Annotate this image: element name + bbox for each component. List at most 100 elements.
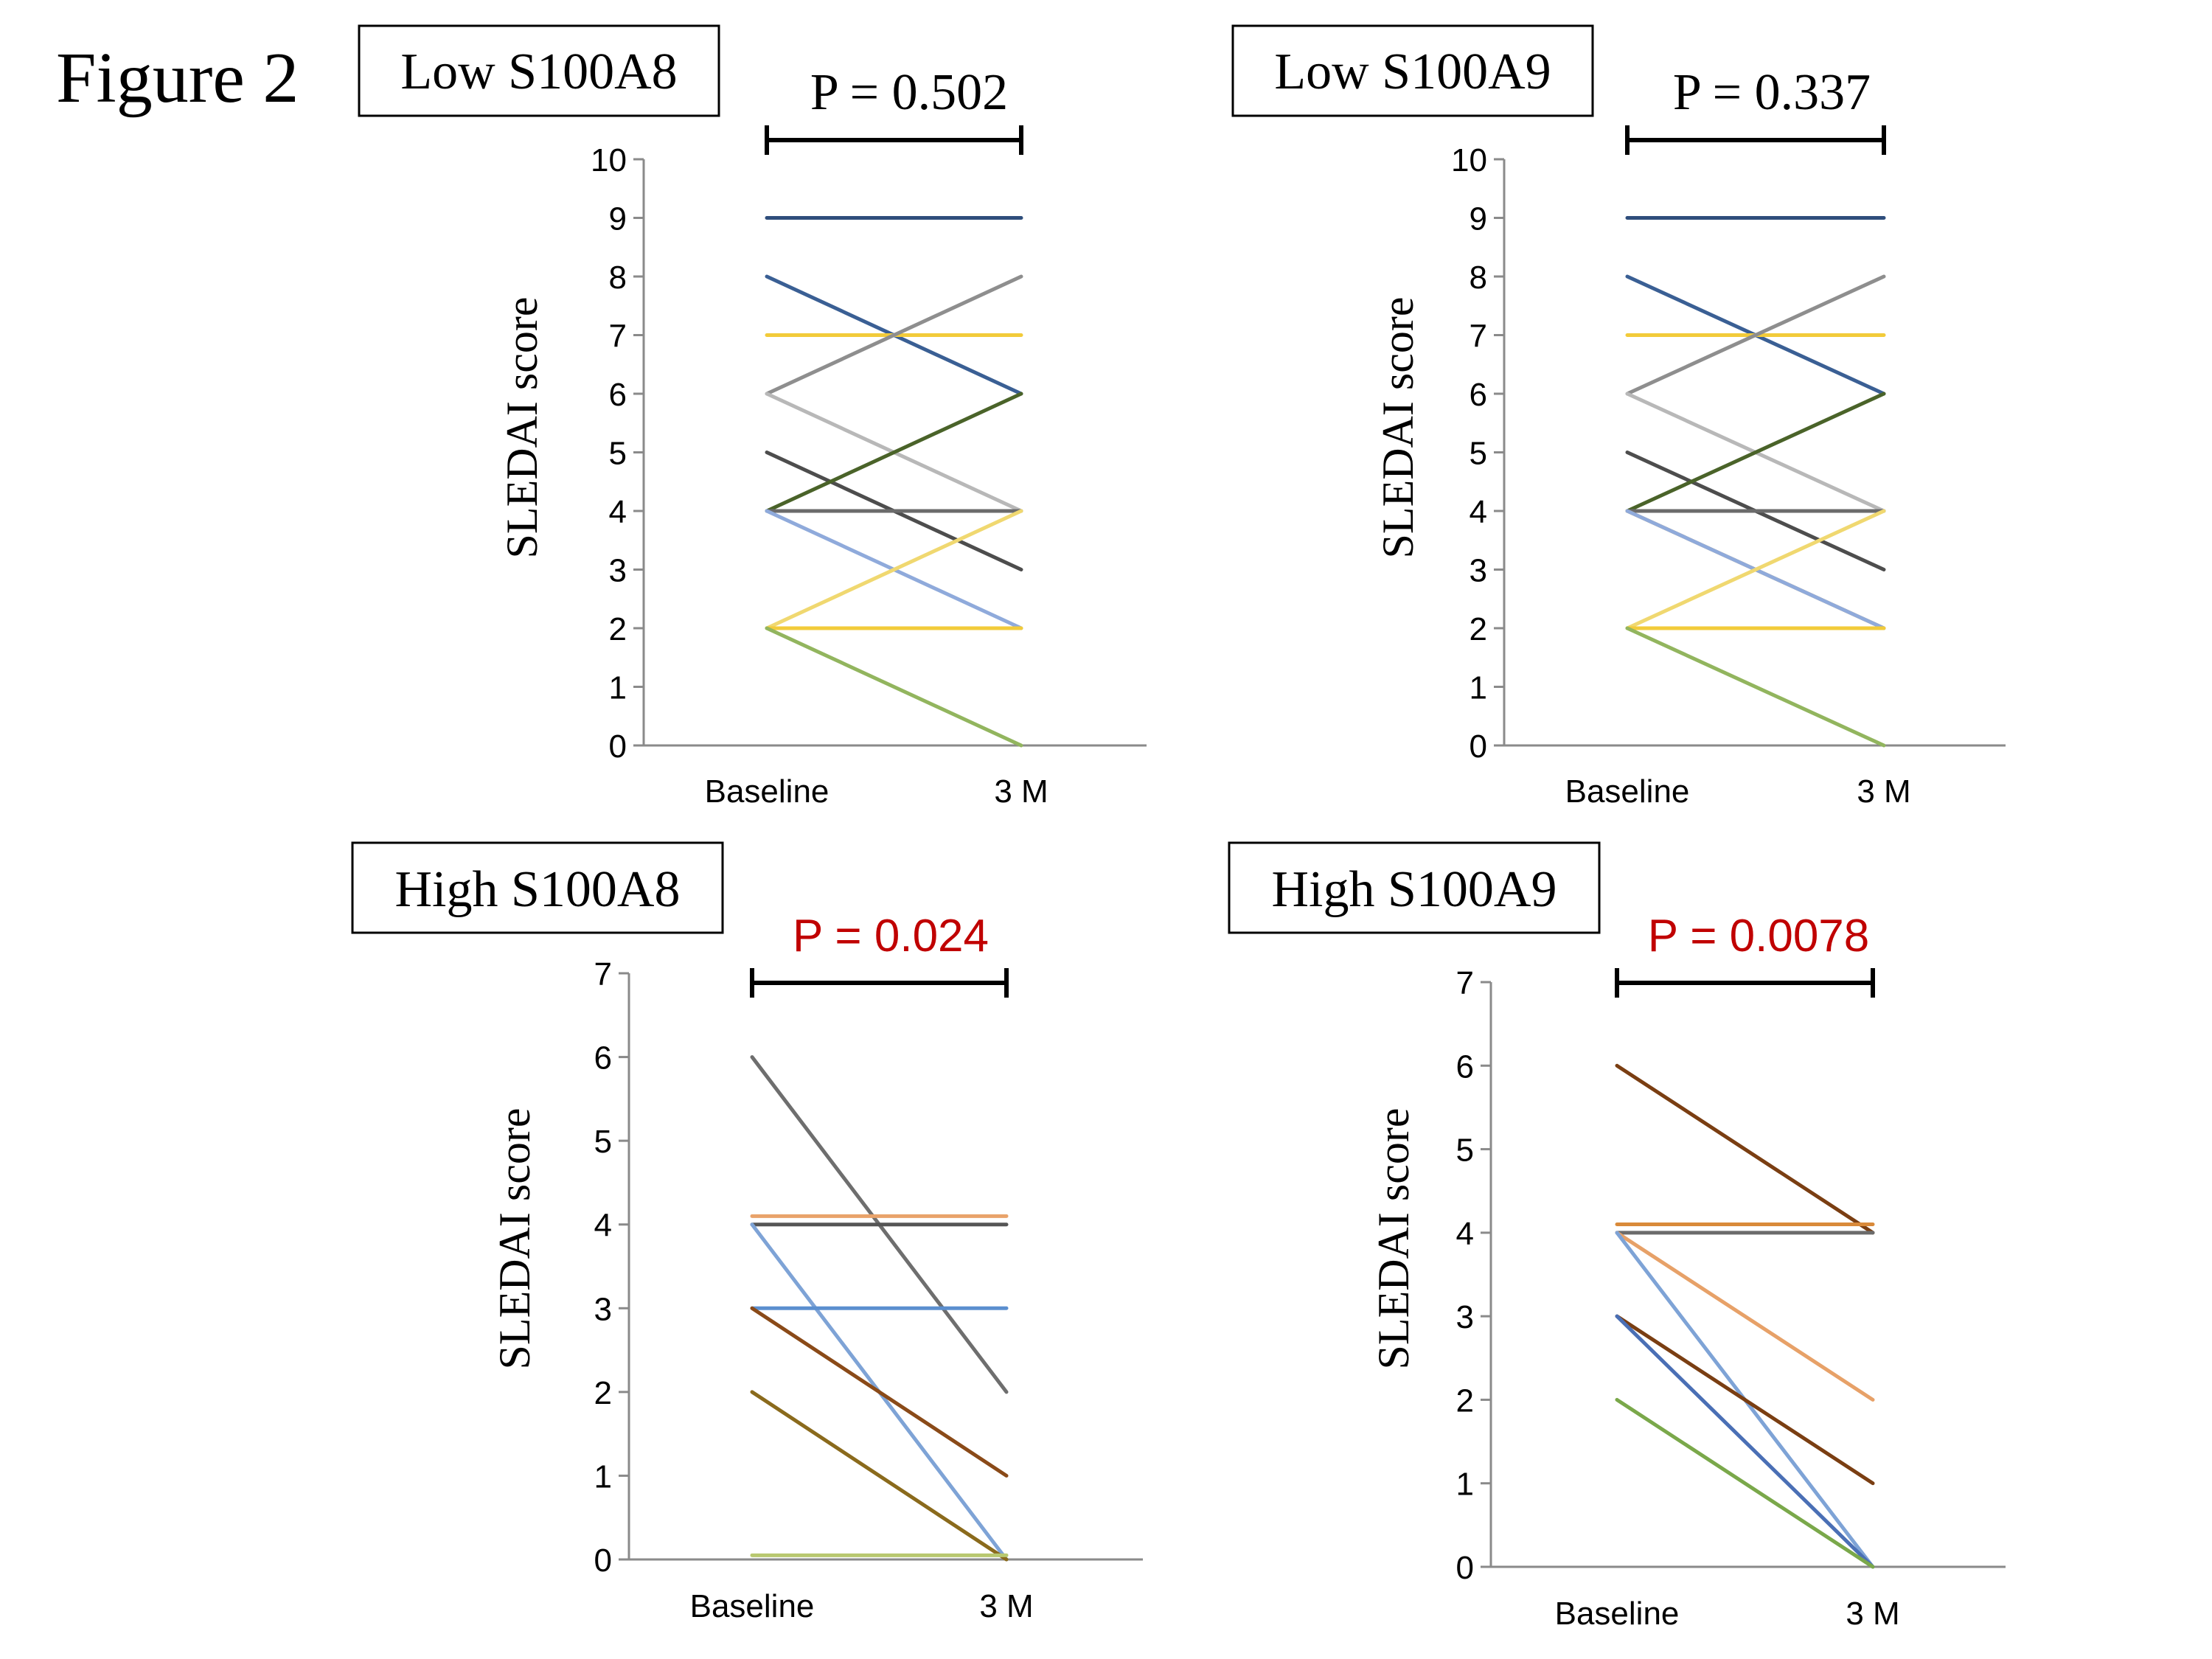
y-tick-label: 1 — [1470, 670, 1487, 706]
y-axis-label: SLEDAI score — [1374, 297, 1422, 559]
significance-bracket — [750, 968, 1009, 998]
y-tick-label: 2 — [594, 1375, 612, 1411]
y-tick-label: 3 — [609, 553, 627, 589]
series-line — [750, 1055, 1009, 1394]
y-tick-label: 7 — [1456, 965, 1474, 1001]
p-value: P = 0.024 — [793, 911, 989, 961]
y-tick-label: 0 — [1456, 1550, 1474, 1586]
y-tick-label: 4 — [1470, 494, 1487, 530]
y-tick-label: 2 — [609, 611, 627, 647]
series-line — [765, 274, 1023, 396]
y-tick-label: 0 — [1470, 728, 1487, 765]
panel-label: Low S100A9 — [1274, 44, 1551, 100]
series-line — [765, 509, 1023, 630]
p-value: P = 0.337 — [1673, 64, 1871, 121]
y-tick-label: 6 — [1456, 1048, 1474, 1085]
plot-area: 0 1 2 3 4 5 6 7 8 9 10 Baseline 3 M — [1451, 142, 2006, 810]
series-line — [1615, 1231, 1875, 1569]
x-tick-label: 3 M — [979, 1588, 1033, 1624]
y-tick-label: 10 — [1451, 142, 1487, 178]
series-line — [765, 392, 1023, 513]
y-tick-label: 0 — [594, 1543, 612, 1579]
y-tick-label: 10 — [591, 142, 627, 178]
panel-label-box — [1231, 24, 1594, 117]
series-line — [765, 451, 1023, 571]
y-tick-label: 3 — [594, 1291, 612, 1327]
y-tick-label: 4 — [594, 1208, 612, 1244]
y-tick-label: 1 — [609, 670, 627, 706]
y-tick-label: 2 — [1456, 1382, 1474, 1419]
series-line — [1625, 509, 1886, 630]
series-line — [1615, 1063, 1875, 1235]
x-tick-label: 3 M — [1857, 773, 1910, 810]
panel-label: High S100A9 — [1272, 861, 1557, 918]
y-tick-label: 6 — [1470, 377, 1487, 413]
y-tick-label: 4 — [609, 494, 627, 530]
y-tick-label: 7 — [609, 319, 627, 355]
y-tick-label: 9 — [609, 201, 627, 237]
series-line — [1625, 392, 1886, 513]
series-line — [1615, 1397, 1875, 1569]
panel-label-box — [1228, 841, 1601, 934]
y-tick-label: 7 — [594, 956, 612, 992]
series-line — [1625, 451, 1886, 571]
series-line — [750, 1390, 1009, 1562]
series-line — [1625, 274, 1886, 396]
y-axis-label: SLEDAI score — [1369, 1108, 1418, 1370]
x-tick-label: Baseline — [705, 773, 830, 810]
y-tick-label: 9 — [1470, 201, 1487, 237]
series-line — [1615, 1314, 1875, 1569]
y-axis-label: SLEDAI score — [490, 1108, 539, 1370]
y-tick-label: 1 — [594, 1458, 612, 1495]
panel-label-box — [358, 24, 720, 117]
y-tick-label: 6 — [594, 1040, 612, 1077]
y-tick-label: 6 — [609, 377, 627, 413]
x-tick-label: Baseline — [1565, 773, 1690, 810]
figure-title: Figure 2 — [56, 38, 299, 118]
series-line — [1615, 1231, 1875, 1402]
panel-label-box — [351, 841, 724, 934]
significance-bracket — [1625, 125, 1886, 155]
y-tick-label: 0 — [609, 728, 627, 765]
x-tick-label: Baseline — [690, 1588, 815, 1624]
y-tick-label: 1 — [1456, 1467, 1474, 1503]
x-tick-label: 3 M — [994, 773, 1048, 810]
y-tick-label: 5 — [609, 436, 627, 472]
series-line — [1615, 1314, 1875, 1486]
series-line — [1625, 274, 1886, 396]
y-axis-label: SLEDAI score — [498, 297, 546, 559]
plot-area: 0 1 2 3 4 5 6 7 8 9 10 Baseline 3 M — [591, 142, 1147, 810]
y-tick-label: 5 — [594, 1124, 612, 1160]
series-line — [765, 274, 1023, 396]
y-tick-label: 3 — [1470, 553, 1487, 589]
series-line — [750, 1306, 1009, 1478]
x-tick-label: Baseline — [1555, 1596, 1680, 1632]
series-line — [750, 1222, 1009, 1562]
series-line — [765, 626, 1023, 748]
y-tick-label: 3 — [1456, 1299, 1474, 1335]
plot-area: 0 1 2 3 4 5 6 7 Baseline 3 M — [594, 956, 1143, 1624]
series-line — [765, 392, 1023, 513]
p-value: P = 0.502 — [810, 64, 1008, 121]
y-tick-label: 4 — [1456, 1216, 1474, 1252]
y-tick-label: 7 — [1470, 319, 1487, 355]
significance-bracket — [765, 125, 1023, 155]
series-line — [1625, 509, 1886, 630]
plot-area: 0 1 2 3 4 5 6 7 Baseline 3 M — [1456, 965, 2006, 1632]
significance-bracket — [1615, 968, 1875, 998]
series-line — [1625, 626, 1886, 748]
y-tick-label: 8 — [1470, 260, 1487, 296]
y-tick-label: 8 — [609, 260, 627, 296]
series-line — [765, 509, 1023, 630]
panel-label: High S100A8 — [395, 861, 681, 918]
y-tick-label: 5 — [1456, 1133, 1474, 1169]
y-tick-label: 5 — [1470, 436, 1487, 472]
series-line — [1625, 392, 1886, 513]
y-tick-label: 2 — [1470, 611, 1487, 647]
x-tick-label: 3 M — [1846, 1596, 1899, 1632]
p-value: P = 0.0078 — [1648, 911, 1870, 961]
